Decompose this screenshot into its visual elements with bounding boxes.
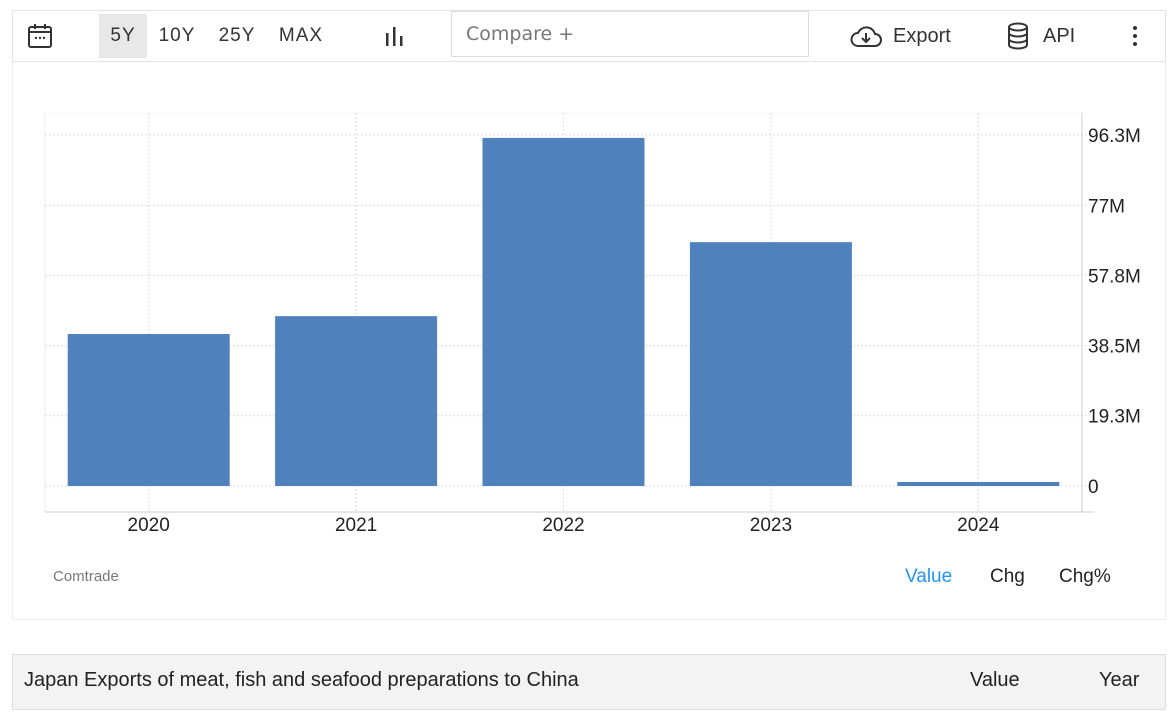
- table-title: Japan Exports of meat, fish and seafood …: [24, 669, 579, 691]
- chart-type-button[interactable]: [383, 11, 405, 61]
- chart-container: [12, 62, 1166, 620]
- bar-chart-icon: [386, 27, 403, 46]
- calendar-button[interactable]: [27, 11, 53, 61]
- bar-chart: 0 19.3M 38.5M 57.8M 77M 96.3M 2020 2021 2022 2023…: [44, 112, 1141, 536]
- range-25y[interactable]: 25Y: [218, 25, 256, 46]
- x-tick-label: 2020: [128, 515, 170, 536]
- export-button[interactable]: Export: [849, 11, 951, 61]
- column-year: Year: [1099, 669, 1140, 691]
- x-tick-label: 2024: [957, 515, 1000, 536]
- y-tick-label: 57.8M: [1088, 266, 1141, 287]
- mode-chg[interactable]: Chg: [990, 566, 1025, 587]
- export-label: Export: [893, 24, 951, 47]
- x-tick-label: 2022: [542, 515, 584, 536]
- more-vertical-icon: [1133, 26, 1137, 46]
- mode-value[interactable]: Value: [905, 566, 953, 587]
- calendar-icon: [28, 24, 52, 48]
- api-button[interactable]: API: [1007, 11, 1075, 61]
- bar-2020: [67, 334, 230, 486]
- bar-2022: [482, 137, 645, 486]
- range-max[interactable]: MAX: [278, 25, 324, 46]
- bar-2023: [689, 242, 852, 486]
- bar-2021: [275, 316, 438, 486]
- cloud-download-icon: [850, 26, 882, 47]
- chart-toolbar: 5Y 10Y 25Y MAX Compare + Export API: [12, 10, 1166, 62]
- source-label: Comtrade: [53, 568, 119, 585]
- x-tick-label: 2021: [335, 515, 377, 536]
- y-tick-label: 96.3M: [1088, 126, 1141, 147]
- y-tick-label: 77M: [1088, 196, 1125, 217]
- more-options-button[interactable]: [1131, 11, 1139, 61]
- y-tick-label: 19.3M: [1088, 407, 1141, 428]
- x-tick-label: 2023: [750, 515, 792, 536]
- compare-input[interactable]: Compare +: [451, 11, 809, 57]
- mode-chg-pct[interactable]: Chg%: [1059, 566, 1111, 587]
- bar-2024: [897, 481, 1060, 486]
- range-10y[interactable]: 10Y: [158, 25, 196, 46]
- range-5y[interactable]: 5Y: [99, 14, 147, 58]
- api-label: API: [1043, 24, 1076, 47]
- table-header: Japan Exports of meat, fish and seafood …: [12, 654, 1166, 710]
- y-tick-label: 38.5M: [1088, 337, 1141, 358]
- column-value: Value: [970, 669, 1020, 691]
- y-tick-label: 0: [1088, 477, 1099, 498]
- database-icon: [1008, 22, 1028, 50]
